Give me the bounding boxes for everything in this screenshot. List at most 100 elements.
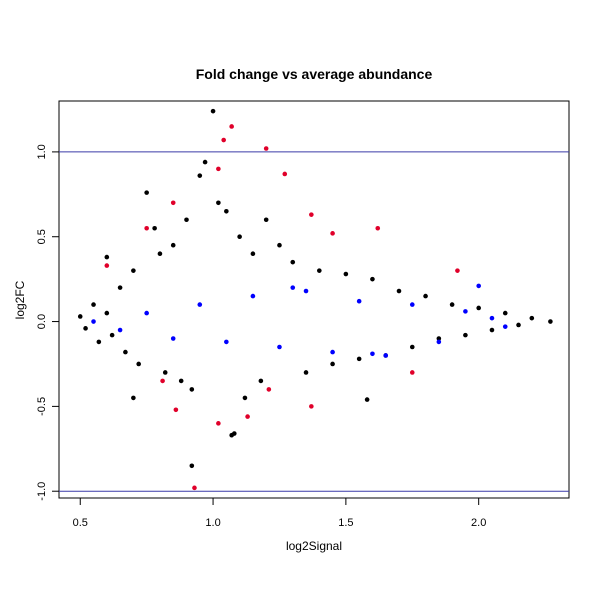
y-tick-label: -1.0 xyxy=(36,482,48,501)
y-tick-label: 0.5 xyxy=(36,229,48,244)
data-point xyxy=(309,212,314,217)
y-tick-label: 0.0 xyxy=(36,314,48,329)
data-point xyxy=(189,387,195,392)
data-point xyxy=(290,259,296,265)
data-point xyxy=(170,200,176,206)
series-0 xyxy=(77,108,553,469)
data-point xyxy=(263,217,269,223)
data-point xyxy=(375,225,381,231)
data-point xyxy=(330,349,335,355)
data-point xyxy=(309,404,314,409)
data-point xyxy=(173,407,179,413)
data-point xyxy=(117,327,123,333)
data-point xyxy=(197,173,203,178)
data-point xyxy=(356,356,362,362)
data-point xyxy=(192,485,197,491)
data-point xyxy=(277,242,282,248)
data-point xyxy=(96,339,102,345)
data-point xyxy=(152,225,157,231)
x-axis-label: log2Signal xyxy=(286,539,342,553)
data-point xyxy=(529,315,535,321)
data-point xyxy=(229,124,234,129)
series-2 xyxy=(104,124,460,491)
data-point xyxy=(303,288,309,294)
data-point xyxy=(409,302,415,307)
data-point xyxy=(109,332,115,338)
data-point xyxy=(258,378,264,384)
data-point xyxy=(290,285,296,290)
data-point xyxy=(383,353,389,358)
data-point xyxy=(343,271,349,277)
data-point xyxy=(216,200,221,206)
data-point xyxy=(436,336,442,341)
data-point xyxy=(210,108,216,114)
data-point xyxy=(144,310,149,316)
y-axis: -1.0 -0.5 0.0 0.5 1.0 xyxy=(36,144,59,501)
data-point xyxy=(131,268,136,273)
data-point xyxy=(157,251,163,256)
data-point xyxy=(123,349,128,355)
x-tick-label: 0.5 xyxy=(73,517,88,529)
y-tick-label: -0.5 xyxy=(36,397,48,416)
data-point xyxy=(197,302,203,307)
data-point xyxy=(463,332,468,338)
chart-title: Fold change vs average abundance xyxy=(196,66,433,82)
data-point xyxy=(83,326,88,331)
data-point xyxy=(489,327,495,333)
data-point xyxy=(104,254,110,260)
data-point xyxy=(303,370,309,375)
data-point xyxy=(221,137,226,143)
data-point xyxy=(436,339,442,345)
data-point xyxy=(449,302,455,307)
data-point xyxy=(77,314,83,319)
data-point xyxy=(516,322,521,328)
data-point xyxy=(396,288,402,294)
data-point xyxy=(216,166,221,172)
data-point xyxy=(170,242,176,248)
data-point xyxy=(160,378,165,384)
x-axis: 0.5 1.0 1.5 2.0 xyxy=(73,498,486,529)
data-point xyxy=(202,159,208,165)
data-point xyxy=(224,208,229,214)
data-point xyxy=(317,268,322,273)
reference-lines xyxy=(59,151,569,492)
data-point xyxy=(117,285,123,290)
data-point xyxy=(131,395,136,401)
x-tick-label: 1.0 xyxy=(205,517,220,529)
data-point xyxy=(237,234,242,240)
data-point xyxy=(548,319,553,324)
data-point xyxy=(423,293,428,299)
data-point xyxy=(91,302,96,307)
data-point xyxy=(170,336,176,341)
data-point xyxy=(502,324,508,329)
data-point xyxy=(224,339,229,345)
data-point xyxy=(266,387,272,392)
plot-frame xyxy=(58,100,570,499)
data-point xyxy=(184,217,189,223)
data-point xyxy=(282,171,288,177)
data-point xyxy=(476,283,481,289)
data-point xyxy=(502,310,508,316)
data-point xyxy=(455,268,460,273)
data-point xyxy=(178,378,184,384)
data-point xyxy=(250,293,256,299)
data-point xyxy=(277,344,282,350)
data-point xyxy=(136,361,141,367)
data-point xyxy=(104,263,110,268)
y-axis-label: log2FC xyxy=(13,280,27,319)
data-point xyxy=(489,315,495,321)
data-point xyxy=(104,310,110,316)
data-point xyxy=(242,395,248,401)
data-point xyxy=(144,225,149,231)
x-tick-label: 1.5 xyxy=(338,517,353,529)
data-point xyxy=(370,276,375,282)
data-points xyxy=(77,108,553,491)
x-tick-label: 2.0 xyxy=(471,517,486,529)
data-point xyxy=(232,431,237,436)
data-point xyxy=(330,361,335,367)
data-point xyxy=(370,351,375,357)
data-point xyxy=(144,190,149,195)
data-point xyxy=(463,309,468,314)
data-point xyxy=(245,414,250,419)
